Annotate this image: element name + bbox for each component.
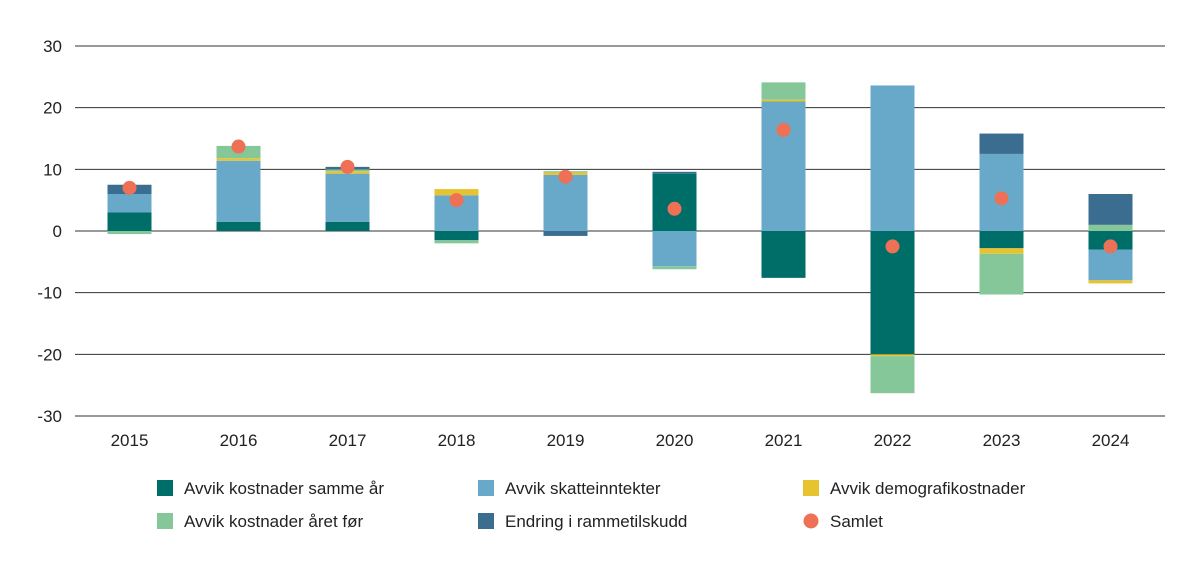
- legend-label-samlet: Samlet: [830, 512, 883, 531]
- bar-endring-i-rammetilskudd-2023: [979, 133, 1024, 154]
- bar-avvik-skatteinntekter-2021: [761, 101, 806, 231]
- bar-avvik-kostnader-samme-ar-2023: [979, 231, 1024, 249]
- bar-avvik-kostnader-samme-ar-2021: [761, 231, 806, 278]
- legend-swatch-avvik-kostnader-aret-for: [157, 513, 173, 529]
- x-tick-label-2019: 2019: [547, 431, 585, 450]
- bar-avvik-kostnader-samme-ar-2016: [216, 221, 261, 231]
- bar-avvik-demografikostnader-2023: [979, 248, 1024, 254]
- x-tick-label-2017: 2017: [329, 431, 367, 450]
- bar-avvik-kostnader-samme-ar-2018: [434, 231, 479, 241]
- y-tick-label: 10: [43, 160, 62, 179]
- y-tick-label: 30: [43, 37, 62, 56]
- x-tick-label-2021: 2021: [765, 431, 803, 450]
- bar-avvik-kostnader-aret-for-2024: [1088, 224, 1133, 231]
- bar-avvik-skatteinntekter-2016: [216, 160, 261, 222]
- bar-endring-i-rammetilskudd-2024: [1088, 194, 1133, 225]
- legend-label-endring-i-rammetilskudd: Endring i rammetilskudd: [505, 512, 687, 531]
- bar-avvik-kostnader-samme-ar-2017: [325, 221, 370, 231]
- marker-samlet-2021: [776, 122, 791, 137]
- total-markers: [122, 122, 1118, 254]
- bar-avvik-skatteinntekter-2024: [1088, 249, 1133, 281]
- legend-label-avvik-skatteinntekter: Avvik skatteinntekter: [505, 479, 661, 498]
- bar-endring-i-rammetilskudd-2019: [543, 231, 588, 236]
- x-tick-label-2016: 2016: [220, 431, 258, 450]
- x-tick-label-2020: 2020: [656, 431, 694, 450]
- bar-avvik-kostnader-aret-for-2023: [979, 253, 1024, 295]
- bar-avvik-demografikostnader-2016: [216, 158, 261, 161]
- legend-label-avvik-demografikostnader: Avvik demografikostnader: [830, 479, 1026, 498]
- bar-avvik-demografikostnader-2022: [870, 354, 915, 357]
- bar-avvik-demografikostnader-2018: [434, 189, 479, 196]
- legend-swatch-avvik-demografikostnader: [803, 480, 819, 496]
- bar-avvik-kostnader-samme-ar-2015: [107, 212, 152, 231]
- legend-swatch-avvik-kostnader-samme-ar: [157, 480, 173, 496]
- x-tick-label-2015: 2015: [111, 431, 149, 450]
- bar-avvik-skatteinntekter-2015: [107, 194, 152, 213]
- marker-samlet-2019: [558, 169, 573, 184]
- legend-label-avvik-kostnader-samme-ar: Avvik kostnader samme år: [184, 479, 384, 498]
- marker-samlet-2015: [122, 180, 137, 195]
- marker-samlet-2020: [667, 201, 682, 216]
- x-tick-label-2022: 2022: [874, 431, 912, 450]
- bar-avvik-demografikostnader-2021: [761, 99, 806, 102]
- x-tick-label-2018: 2018: [438, 431, 476, 450]
- x-tick-label-2023: 2023: [983, 431, 1021, 450]
- bar-avvik-kostnader-aret-for-2021: [761, 82, 806, 100]
- bar-avvik-demografikostnader-2024: [1088, 280, 1133, 284]
- marker-samlet-2022: [885, 239, 900, 254]
- bar-avvik-kostnader-aret-for-2020: [652, 266, 697, 270]
- axes: 30 20 10 0 -10 -20 -30 2015 2016 2017 2018 2019 2020…: [37, 37, 1129, 450]
- y-tick-label: -10: [37, 284, 62, 303]
- y-tick-label: 0: [53, 222, 62, 241]
- bar-avvik-skatteinntekter-2020: [652, 231, 697, 267]
- legend-swatch-samlet: [803, 513, 819, 529]
- bar-avvik-kostnader-aret-for-2022: [870, 356, 915, 394]
- bar-endring-i-rammetilskudd-2020: [652, 171, 697, 174]
- bar-avvik-kostnader-aret-for-2015: [107, 231, 152, 235]
- y-tick-label: -30: [37, 407, 62, 426]
- marker-samlet-2017: [340, 159, 355, 174]
- bars: [107, 82, 1133, 394]
- bar-avvik-skatteinntekter-2019: [543, 174, 588, 231]
- y-tick-label: -20: [37, 345, 62, 364]
- y-tick-label: 20: [43, 99, 62, 118]
- legend-label-avvik-kostnader-aret-for: Avvik kostnader året før: [184, 512, 364, 531]
- marker-samlet-2024: [1103, 239, 1118, 254]
- marker-samlet-2016: [231, 139, 246, 154]
- marker-samlet-2018: [449, 193, 464, 208]
- bar-avvik-skatteinntekter-2017: [325, 173, 370, 222]
- legend: Avvik kostnader samme år Avvik skatteinnt…: [157, 479, 1026, 531]
- legend-swatch-avvik-skatteinntekter: [478, 480, 494, 496]
- marker-samlet-2023: [994, 191, 1009, 206]
- legend-swatch-endring-i-rammetilskudd: [478, 513, 494, 529]
- bar-avvik-skatteinntekter-2022: [870, 85, 915, 231]
- bar-avvik-kostnader-aret-for-2018: [434, 240, 479, 244]
- x-tick-label-2024: 2024: [1092, 431, 1130, 450]
